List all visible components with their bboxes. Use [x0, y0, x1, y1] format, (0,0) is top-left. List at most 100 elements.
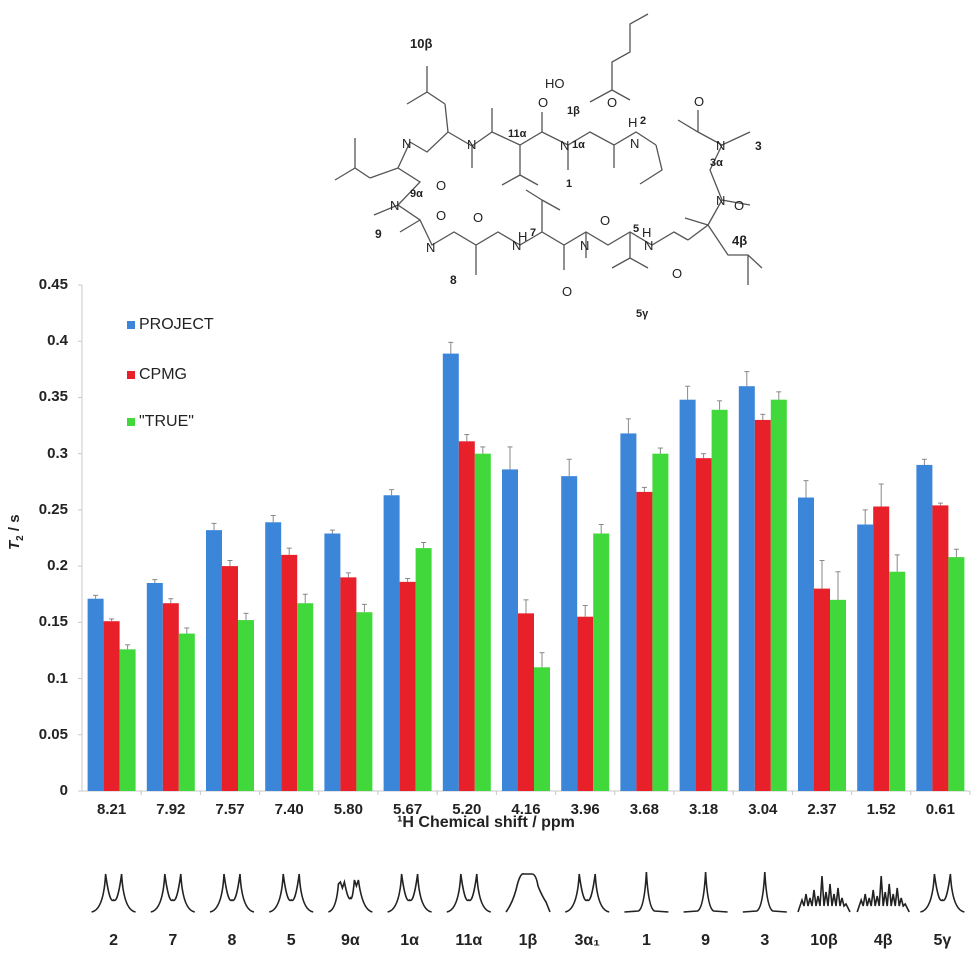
svg-text:N: N	[512, 238, 521, 253]
svg-text:N: N	[580, 238, 589, 253]
svg-text:7: 7	[530, 227, 536, 239]
bar-cpmg-0.61	[932, 505, 949, 791]
legend-item-project: PROJECT	[127, 316, 214, 334]
peak-shape	[683, 871, 728, 913]
legend-swatch-cpmg	[127, 371, 135, 379]
bar-cpmg-7.40	[281, 554, 298, 791]
peak-shape	[150, 873, 196, 913]
peak-shape	[328, 878, 373, 913]
peak-assignment-label: 9α	[341, 932, 360, 949]
x-tick-label: 5.80	[333, 801, 363, 818]
bar-project-2.37	[798, 497, 814, 791]
bar-cpmg-4.16	[518, 613, 534, 791]
legend-label-project: PROJECT	[139, 316, 214, 333]
bar-project-1.52	[857, 524, 874, 791]
label-10beta: 10β	[410, 36, 432, 51]
bar-true-3.18	[711, 409, 728, 791]
y-tick-label: 0.45	[38, 276, 68, 293]
legend-label-true: "TRUE"	[139, 413, 194, 430]
svg-text:N: N	[716, 138, 725, 153]
x-tick-label: 3.04	[748, 801, 778, 818]
peak-assignment-label: 1	[641, 932, 651, 949]
bar-project-5.67	[383, 495, 400, 791]
x-axis-label: ¹H Chemical shift / ppm	[397, 814, 575, 831]
peak-shape	[268, 873, 314, 913]
peak-shape	[856, 875, 910, 913]
x-tick-label: 8.21	[96, 801, 127, 818]
bar-cpmg-5.80	[340, 577, 357, 791]
svg-text:2: 2	[640, 115, 646, 127]
peak-shape	[387, 873, 432, 913]
peak-assignment-label: 8	[227, 932, 237, 949]
x-tick-label: 4.16	[511, 801, 541, 818]
bar-project-3.04	[738, 386, 755, 791]
nmr-peak-shapes: 2 7 8 5 9α 1α 11α 1β 3α₁ 1 9 3 10β 4β 5γ	[0, 860, 972, 960]
peak-shape	[505, 873, 551, 913]
bar-cpmg-5.20	[458, 441, 475, 791]
svg-text:N: N	[716, 193, 725, 208]
bar-true-0.61	[948, 557, 965, 791]
y-tick-label: 0.25	[38, 500, 68, 518]
bar-cpmg-7.92	[162, 603, 179, 791]
svg-text:H: H	[628, 115, 637, 130]
peak-shape	[91, 873, 136, 913]
svg-text:N: N	[644, 238, 653, 253]
peak-assignment-label: 2	[109, 932, 119, 949]
bar-project-3.68	[620, 433, 637, 791]
legend-item-true: "TRUE"	[127, 413, 194, 431]
peak-shape	[742, 871, 787, 913]
bar-true-2.37	[830, 599, 846, 791]
svg-text:1α: 1α	[572, 139, 585, 151]
x-tick-label: 3.68	[629, 801, 659, 818]
y-tick-label: 0.4	[47, 332, 68, 350]
legend-swatch-project	[127, 321, 135, 329]
svg-text:11α: 11α	[508, 128, 527, 140]
bar-true-1.52	[889, 571, 906, 791]
bar-cpmg-8.21	[103, 621, 120, 791]
bar-project-7.57	[206, 530, 222, 791]
svg-text:1β: 1β	[567, 105, 580, 117]
peak-shape	[209, 873, 255, 913]
svg-text:O: O	[600, 213, 610, 228]
peak-shape	[797, 875, 851, 913]
svg-text:4β: 4β	[732, 233, 747, 248]
x-tick-label: 3.18	[688, 801, 719, 818]
peak-assignment-label: 10β	[810, 932, 838, 949]
peak-assignment-label: 7	[168, 932, 178, 949]
x-tick-label: 5.67	[392, 801, 423, 818]
svg-text:N: N	[560, 138, 569, 153]
bar-true-5.80	[356, 612, 373, 791]
svg-text:9: 9	[375, 227, 382, 241]
bar-true-7.57	[238, 620, 254, 791]
svg-text:N: N	[630, 136, 639, 151]
peak-shape	[920, 873, 965, 913]
svg-text:9α: 9α	[410, 188, 423, 200]
y-tick-label: 0.2	[47, 557, 68, 575]
svg-text:3: 3	[755, 139, 762, 153]
peak-shape	[446, 873, 492, 913]
bar-project-8.21	[87, 598, 104, 791]
peak-assignment-label: 1β	[518, 932, 538, 949]
bar-true-7.92	[178, 633, 195, 791]
y-tick-label: 0.3	[47, 444, 68, 462]
bar-true-5.67	[415, 548, 432, 791]
bar-project-4.16	[502, 469, 518, 791]
legend-swatch-true	[127, 418, 135, 426]
bar-true-3.68	[652, 453, 669, 791]
bar-true-5.20	[474, 453, 491, 791]
svg-text:O: O	[436, 178, 446, 193]
svg-text:H: H	[642, 225, 651, 240]
svg-text:1: 1	[566, 178, 572, 190]
x-tick-label: 5.20	[452, 801, 482, 818]
peak-assignment-label: 4β	[873, 932, 893, 949]
svg-text:N: N	[467, 137, 476, 152]
svg-text:O: O	[607, 95, 617, 110]
x-tick-label: 3.96	[570, 801, 600, 818]
bar-project-0.61	[916, 464, 933, 791]
peak-assignment-label: 1α	[400, 932, 419, 949]
bar-true-7.40	[297, 603, 314, 791]
bar-true-4.16	[534, 667, 550, 791]
y-tick-label: 0	[59, 782, 68, 799]
peak-shape	[624, 871, 669, 913]
t2-bar-chart: T2 / s ¹H Chemical shift / ppm 0 0.05 0.1 0…	[0, 270, 972, 850]
